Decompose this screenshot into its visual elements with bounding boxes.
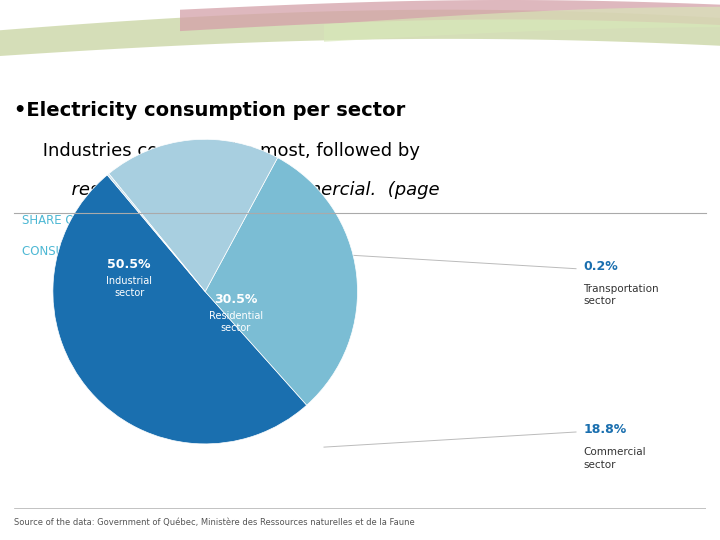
Text: Residential
sector: Residential sector xyxy=(209,311,263,333)
Text: •Electricity consumption per sector: •Electricity consumption per sector xyxy=(14,100,405,120)
Line: 2 pts: 2 pts xyxy=(324,432,576,447)
Text: SHARE OF ELECTRICITY: SHARE OF ELECTRICITY xyxy=(22,214,159,227)
Text: Industries consume the most, followed by: Industries consume the most, followed by xyxy=(14,142,420,160)
Text: 50.5%: 50.5% xyxy=(107,258,150,271)
Text: 18.8%: 18.8% xyxy=(583,423,626,436)
Text: Industrial
sector: Industrial sector xyxy=(106,276,152,298)
Point xyxy=(572,429,580,435)
Polygon shape xyxy=(180,0,720,31)
Text: Transportation
sector: Transportation sector xyxy=(583,284,659,306)
Polygon shape xyxy=(324,7,720,42)
Text: Source of the data: Government of Québec, Ministère des Ressources naturelles et: Source of the data: Government of Québec… xyxy=(14,518,415,527)
Wedge shape xyxy=(107,174,205,292)
Wedge shape xyxy=(53,175,307,444)
Wedge shape xyxy=(205,158,358,405)
Polygon shape xyxy=(0,10,720,56)
Text: residential and lastly commercial.  (page: residential and lastly commercial. (page xyxy=(14,181,440,199)
Text: CONSUMPTION, 2007: CONSUMPTION, 2007 xyxy=(22,245,147,258)
Text: 30.5%: 30.5% xyxy=(214,293,257,306)
Text: 0.2%: 0.2% xyxy=(583,260,618,273)
Point xyxy=(572,266,580,272)
Point xyxy=(320,251,328,257)
Point xyxy=(320,444,328,450)
Line: 2 pts: 2 pts xyxy=(324,254,576,269)
Text: Commercial
sector: Commercial sector xyxy=(583,447,646,469)
Wedge shape xyxy=(109,139,278,292)
